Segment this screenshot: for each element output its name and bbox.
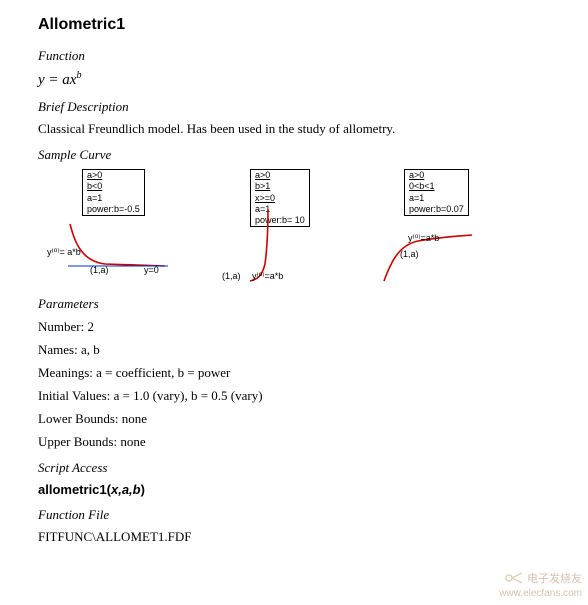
function-file-path: FITFUNC\ALLOMET1.FDF	[38, 529, 558, 545]
watermark: 电子发烧友 www.elecfans.com	[499, 570, 582, 599]
section-function-file: Function File	[38, 507, 558, 523]
curve-panel: a>00<b<1a=1power:b=0.07y⁽⁰⁾=a*b(1,a)	[370, 169, 500, 284]
curve-annotation: (1,a)	[400, 249, 419, 259]
curve-annotation: (1,a)	[90, 265, 109, 275]
watermark-text: 电子发烧友	[527, 573, 582, 585]
formula-y: y	[38, 72, 45, 88]
curve-annotation: y⁽⁰⁾=a*b	[408, 233, 439, 244]
formula-exp: b	[76, 70, 81, 81]
watermark-url: www.elecfans.com	[499, 588, 582, 599]
section-parameters: Parameters	[38, 296, 558, 312]
script-args: x,a,b	[111, 482, 141, 497]
section-script-access: Script Access	[38, 460, 558, 476]
curve-annotation: (1,a)	[222, 271, 241, 281]
param-lower: Lower Bounds: none	[38, 411, 558, 427]
curve-svg	[50, 169, 180, 284]
brief-description-text: Classical Freundlich model. Has been use…	[38, 121, 558, 137]
curve-annotation: y⁽⁰⁾=a*b	[252, 271, 283, 282]
param-names: Names: a, b	[38, 342, 558, 358]
param-upper: Upper Bounds: none	[38, 434, 558, 450]
curve-panel: a>0b>1x>=0a=1power:b= 10(1,a)y⁽⁰⁾=a*b	[210, 169, 340, 284]
section-brief: Brief Description	[38, 99, 558, 115]
section-function: Function	[38, 48, 558, 64]
curve-panel: a>0b<0a=1power:b=-0.5y⁽⁰⁾= a*b(1,a)y=0	[50, 169, 180, 284]
script-name: allometric1(	[38, 482, 111, 497]
script-close: )	[141, 482, 145, 497]
formula-eq: =	[45, 72, 63, 88]
curve-svg	[210, 169, 340, 284]
curve-annotation: y=0	[144, 265, 159, 275]
section-sample-curve: Sample Curve	[38, 147, 558, 163]
sample-curve-panels: a>0b<0a=1power:b=-0.5y⁽⁰⁾= a*b(1,a)y=0a>…	[50, 169, 558, 284]
param-initial: Initial Values: a = 1.0 (vary), b = 0.5 …	[38, 388, 558, 404]
param-number: Number: 2	[38, 319, 558, 335]
formula-a: a	[62, 72, 70, 88]
elecfans-logo-icon	[504, 571, 524, 588]
curve-svg	[370, 169, 500, 284]
formula: y = axb	[38, 70, 558, 89]
curve-annotation: y⁽⁰⁾= a*b	[47, 247, 81, 258]
page-title: Allometric1	[38, 16, 558, 34]
script-call: allometric1(x,a,b)	[38, 482, 558, 497]
param-meanings: Meanings: a = coefficient, b = power	[38, 365, 558, 381]
